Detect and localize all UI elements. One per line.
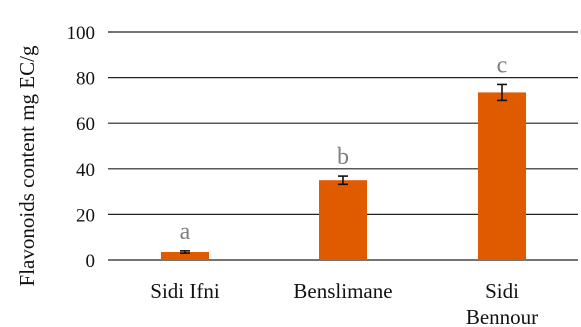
- significance-letter-1: b: [337, 144, 349, 170]
- bar-1: [319, 180, 367, 260]
- category-label-2-0: Sidi: [485, 279, 519, 303]
- category-label-2-1: Bennour: [466, 305, 538, 327]
- y-tick-100: 100: [67, 23, 96, 44]
- category-label-0-0: Sidi Ifni: [150, 279, 220, 303]
- bar-0: [161, 252, 209, 260]
- error-bars: [180, 83, 507, 254]
- y-tick-40: 40: [76, 160, 95, 181]
- significance-letters: a b c: [180, 52, 508, 244]
- significance-letter-2: c: [497, 52, 508, 78]
- bar-2: [478, 92, 526, 260]
- y-tick-0: 0: [86, 251, 96, 272]
- significance-letter-0: a: [180, 219, 191, 245]
- y-axis-ticks: 0 20 40 60 80 100: [67, 23, 96, 272]
- bars: [161, 92, 526, 260]
- y-axis-label: Flavonoids content mg EC/g: [15, 45, 39, 286]
- y-tick-60: 60: [76, 114, 95, 135]
- category-label-1-0: Benslimane: [293, 279, 392, 303]
- y-tick-20: 20: [76, 205, 95, 226]
- y-tick-80: 80: [76, 69, 95, 90]
